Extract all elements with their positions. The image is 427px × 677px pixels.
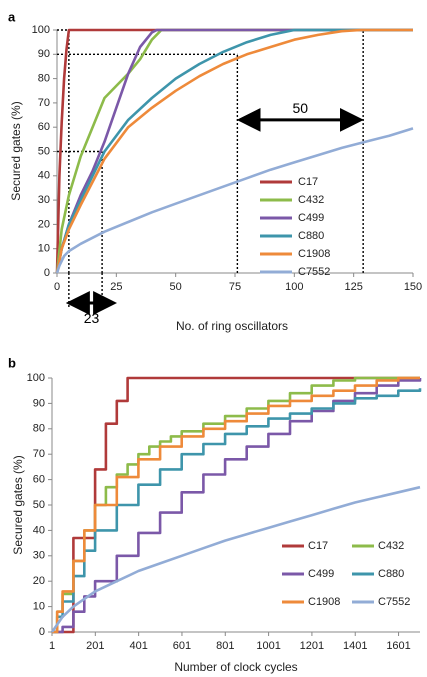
y-tick-label: 40 — [33, 524, 45, 536]
y-tick-label: 0 — [39, 626, 45, 638]
y-tick-label: 70 — [33, 448, 45, 460]
y-axis-label: Secured gates (%) — [9, 101, 23, 200]
panel-label: a — [8, 10, 16, 25]
y-tick-label: 10 — [33, 601, 45, 613]
series-line-c1908 — [55, 28, 413, 274]
y-tick-label: 50 — [33, 499, 45, 511]
legend-label-c1908: C1908 — [308, 596, 340, 608]
x-tick-label: 601 — [173, 640, 191, 652]
series-line-c7552 — [55, 127, 414, 274]
y-tick-label: 10 — [38, 243, 50, 255]
y-tick-label: 90 — [38, 48, 50, 60]
panel-label: b — [8, 356, 16, 371]
legend-label-c7552: C7552 — [298, 266, 330, 278]
x-tick-label: 100 — [285, 281, 303, 293]
series-line-c432 — [55, 28, 413, 274]
y-tick-label: 80 — [33, 423, 45, 435]
series-line-c7552 — [50, 485, 421, 633]
y-tick-label: 60 — [33, 474, 45, 486]
y-tick-label: 100 — [27, 372, 45, 384]
x-tick-label: 1401 — [343, 640, 367, 652]
y-tick-label: 80 — [38, 73, 50, 85]
y-tick-label: 20 — [38, 218, 50, 230]
legend-label-c17: C17 — [298, 176, 318, 188]
x-tick-label: 1601 — [386, 640, 410, 652]
legend-label-c432: C432 — [378, 540, 404, 552]
y-tick-label: 30 — [38, 194, 50, 206]
x-tick-label: 801 — [216, 640, 234, 652]
y-tick-label: 50 — [38, 145, 50, 157]
y-tick-label: 40 — [38, 170, 50, 182]
legend-label-c17: C17 — [308, 540, 328, 552]
y-tick-label: 100 — [32, 24, 50, 36]
x-tick-label: 50 — [170, 281, 182, 293]
legend-label-c1908: C1908 — [298, 248, 330, 260]
legend-label-c432: C432 — [298, 194, 324, 206]
x-tick-label: 1201 — [300, 640, 324, 652]
y-tick-label: 30 — [33, 550, 45, 562]
x-tick-label: 1001 — [256, 640, 280, 652]
y-tick-label: 0 — [44, 267, 50, 279]
legend-label-c499: C499 — [298, 212, 324, 224]
x-tick-label: 25 — [110, 281, 122, 293]
annotation-23: 23 — [84, 310, 100, 326]
y-tick-label: 60 — [38, 121, 50, 133]
x-tick-label: 75 — [229, 281, 241, 293]
legend-label-c499: C499 — [308, 568, 334, 580]
series-line-c17 — [55, 28, 413, 274]
x-tick-label: 150 — [404, 281, 422, 293]
y-tick-label: 20 — [33, 575, 45, 587]
x-tick-label: 401 — [129, 640, 147, 652]
y-tick-label: 70 — [38, 97, 50, 109]
y-tick-label: 90 — [33, 397, 45, 409]
series-line-c880 — [55, 28, 413, 274]
annotation-50: 50 — [292, 100, 308, 116]
y-axis-label: Secured gates (%) — [11, 455, 25, 554]
x-axis-label: No. of ring oscillators — [176, 319, 288, 333]
x-tick-label: 1 — [49, 640, 55, 652]
legend-label-c880: C880 — [378, 568, 404, 580]
series-line-c880 — [52, 388, 422, 634]
legend-label-c7552: C7552 — [378, 596, 410, 608]
x-axis-label: Number of clock cycles — [174, 660, 297, 674]
x-tick-label: 0 — [54, 281, 60, 293]
legend-label-c880: C880 — [298, 230, 324, 242]
series-line-c1908 — [52, 376, 420, 634]
x-tick-label: 125 — [344, 281, 362, 293]
x-tick-label: 201 — [86, 640, 104, 652]
panel-a-chart: a 0 10 20 30 40 50 60 70 80 90 100 0 25 50 75 100 125 150 N… — [8, 10, 422, 333]
